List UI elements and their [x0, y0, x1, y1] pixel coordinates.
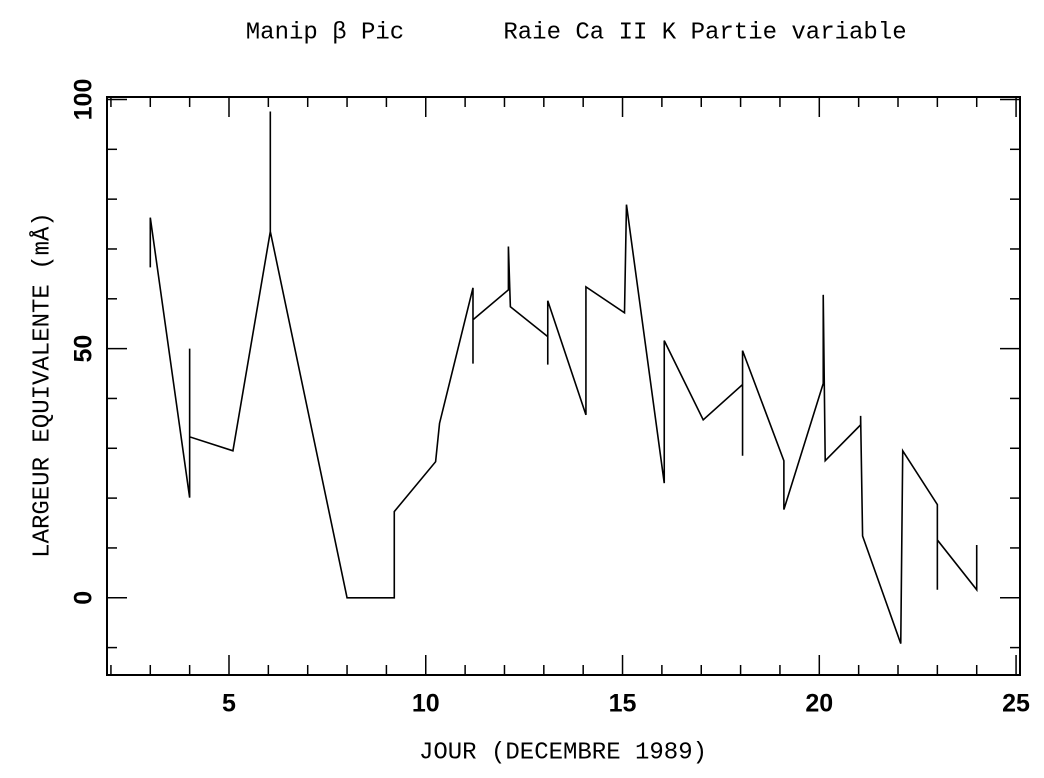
- x-tick-label: 5: [222, 690, 236, 718]
- y-tick-label: 50: [70, 335, 98, 363]
- x-tick-label: 10: [412, 690, 440, 718]
- x-tick-label: 15: [609, 690, 637, 718]
- chart-title: Manip β Pic: [246, 19, 404, 46]
- x-tick-label: 25: [1002, 690, 1030, 718]
- plot-frame: [106, 96, 1021, 676]
- y-tick-label: 0: [70, 591, 98, 605]
- x-tick-label: 20: [805, 690, 833, 718]
- x-axis-label: JOUR (DECEMBRE 1989): [419, 739, 707, 766]
- data-line: [149, 111, 978, 644]
- y-axis-label: LARGEUR EQUIVALENTE (mÅ): [28, 212, 56, 558]
- y-tick-label: 100: [70, 79, 98, 121]
- chart-subtitle: Raie Ca II K Partie variable: [503, 19, 906, 46]
